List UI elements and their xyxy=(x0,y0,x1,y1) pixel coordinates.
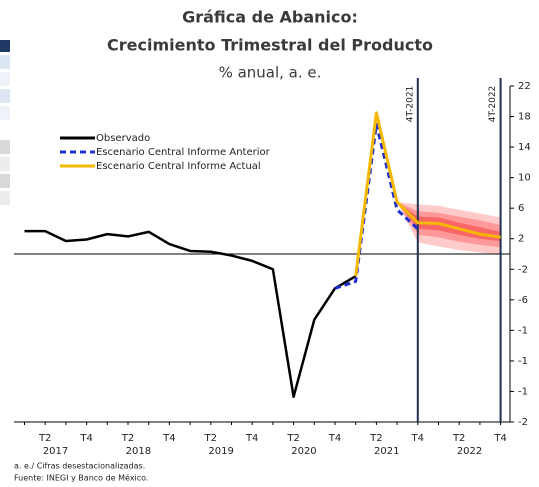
y-tick-label: 10 xyxy=(518,173,531,184)
year-label: 2020 xyxy=(291,446,316,457)
x-tick-label: T4 xyxy=(245,433,258,444)
cropped-table xyxy=(0,40,10,205)
year-label: 2021 xyxy=(374,446,399,457)
x-tick-label: T4 xyxy=(79,433,92,444)
legend-label: Escenario Central Informe Actual xyxy=(96,161,261,172)
year-label: 2017 xyxy=(43,446,68,457)
vline-label: 4T-2021 xyxy=(405,86,415,123)
x-tick-label: T4 xyxy=(493,433,506,444)
fan-band xyxy=(397,202,501,254)
legend-label: Observado xyxy=(96,133,150,144)
chart-subtitle: Crecimiento Trimestral del Producto xyxy=(107,36,433,55)
y-tick-label: 2 xyxy=(518,234,524,245)
y-tick-label: 18 xyxy=(518,112,531,123)
y-tick-label: -1 xyxy=(518,325,528,336)
series-line xyxy=(24,229,357,399)
y-tick-label: 22 xyxy=(518,81,531,92)
y-tick-label: -1 xyxy=(518,356,528,367)
series-line xyxy=(354,111,501,277)
units: % anual, a. e. xyxy=(219,64,322,82)
y-tick-label: 14 xyxy=(518,142,531,153)
footnote: Fuente: INEGI y Banco de México. xyxy=(14,473,148,483)
y-tick-label: -1 xyxy=(518,386,528,397)
x-tick-label: T2 xyxy=(369,433,382,444)
vline-label: 4T-2022 xyxy=(488,86,498,123)
x-tick-label: T4 xyxy=(328,433,341,444)
year-label: 2022 xyxy=(457,446,482,457)
footnote: a. e./ Cifras desestacionalizadas. xyxy=(14,462,145,471)
x-tick-label: T2 xyxy=(38,433,51,444)
y-tick-label: 6 xyxy=(518,203,524,214)
x-tick-label: T2 xyxy=(204,433,217,444)
y-tick-label: -6 xyxy=(518,295,528,306)
x-tick-label: T2 xyxy=(121,433,134,444)
legend-label: Escenario Central Informe Anterior xyxy=(96,147,271,158)
year-label: 2019 xyxy=(208,446,233,457)
y-tick-label: -2 xyxy=(518,264,528,275)
x-tick-label: T2 xyxy=(286,433,299,444)
x-tick-label: T4 xyxy=(162,433,175,444)
chart-title: Gráfica de Abanico: xyxy=(182,8,358,27)
y-tick-label: -2 xyxy=(518,417,528,428)
year-label: 2018 xyxy=(126,446,151,457)
x-tick-label: T2 xyxy=(452,433,465,444)
x-tick-label: T4 xyxy=(411,433,424,444)
